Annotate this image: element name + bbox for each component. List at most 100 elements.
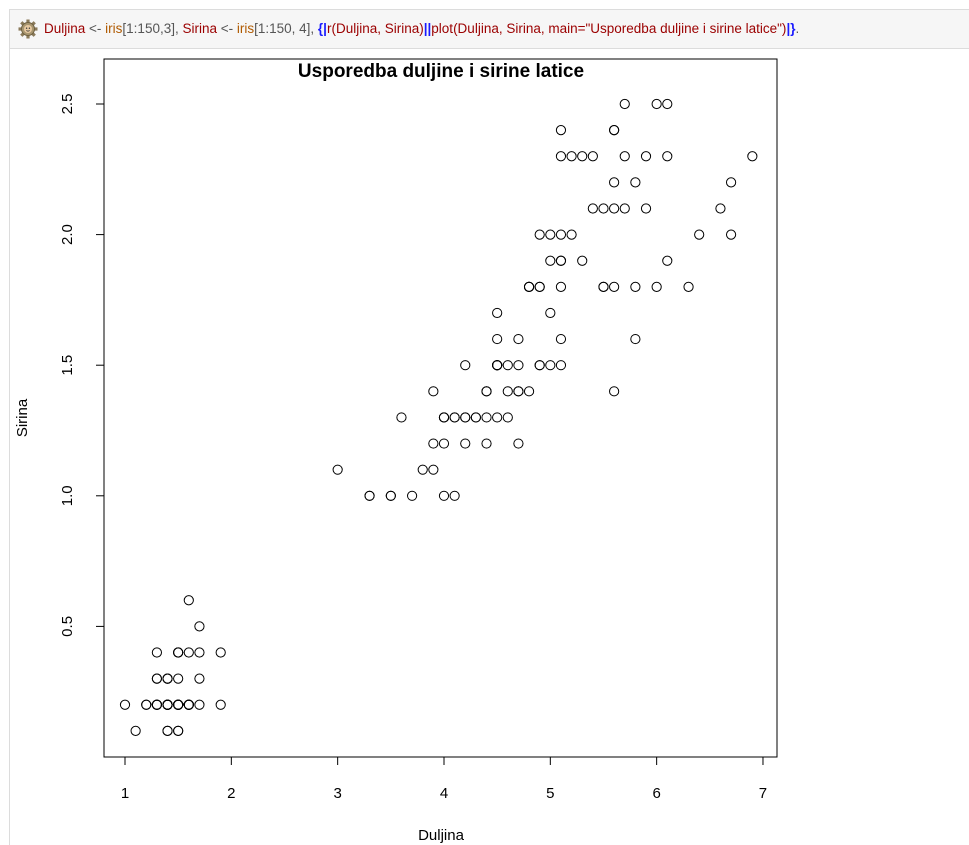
code-token: |} [786, 21, 796, 36]
data-point [151, 673, 162, 684]
data-points [119, 98, 758, 736]
data-point [619, 98, 630, 110]
data-point [683, 281, 694, 292]
y-tick-label: 1.5 [59, 355, 76, 376]
data-point [173, 725, 184, 736]
data-point [662, 151, 673, 162]
code-token: <- [216, 21, 237, 36]
data-point [662, 255, 673, 266]
data-point [545, 255, 556, 266]
data-point [492, 412, 503, 423]
data-point [555, 125, 567, 136]
x-tick-label: 7 [759, 785, 767, 802]
data-point [545, 307, 556, 319]
data-point [162, 699, 173, 710]
data-point [630, 281, 641, 292]
y-tick-label: 1.0 [59, 485, 76, 506]
data-point [694, 229, 705, 240]
data-point [555, 281, 567, 292]
data-point [555, 333, 567, 345]
data-point [481, 438, 492, 449]
data-point [545, 360, 556, 371]
data-point [598, 203, 609, 214]
code-token: Duljina [44, 21, 86, 36]
data-point [619, 203, 630, 214]
data-point [513, 333, 524, 345]
data-point [587, 203, 598, 214]
data-point [396, 412, 407, 423]
data-point [715, 203, 726, 214]
data-point [183, 595, 194, 606]
data-point [481, 412, 492, 423]
data-point [619, 151, 630, 162]
data-point [609, 177, 620, 188]
data-point [523, 281, 535, 292]
data-point [428, 386, 439, 397]
data-point [651, 98, 662, 110]
data-point [630, 333, 641, 345]
data-point [534, 360, 545, 371]
data-point [162, 673, 173, 684]
data-point [577, 255, 588, 266]
data-point [215, 699, 226, 710]
code-token: r(Duljina, Sirina) [326, 21, 424, 36]
data-point [609, 203, 620, 214]
data-point [438, 412, 450, 423]
data-point [162, 725, 173, 736]
data-point [492, 307, 503, 319]
code-text: Duljina <- iris[1:150,3], Sirina <- iris… [44, 10, 799, 48]
data-point [470, 412, 481, 423]
y-tick-label: 2.0 [59, 224, 76, 245]
data-point [492, 333, 503, 345]
data-point [609, 125, 620, 136]
data-point [651, 281, 662, 292]
data-point [609, 281, 620, 292]
code-token: Sirina [182, 21, 217, 36]
code-token: {| [317, 21, 327, 36]
data-point [630, 177, 641, 188]
data-point [481, 386, 492, 397]
x-tick-label: 1 [121, 785, 129, 802]
data-point [747, 151, 758, 162]
y-axis-label: Sirina [14, 398, 31, 437]
data-point [194, 673, 205, 684]
data-point [449, 490, 460, 501]
data-point [194, 621, 205, 632]
x-tick-label: 4 [440, 785, 448, 802]
data-point [523, 386, 535, 397]
data-point [640, 203, 652, 214]
data-point [492, 360, 503, 371]
code-bar: Duljina <- iris[1:150,3], Sirina <- iris… [9, 9, 969, 49]
data-point [364, 490, 375, 501]
code-token: || [423, 21, 432, 36]
data-point [428, 438, 439, 449]
data-point [725, 177, 737, 188]
y-tick-label: 0.5 [59, 616, 76, 637]
data-point [725, 229, 737, 240]
data-point [194, 647, 205, 658]
x-tick-label: 5 [546, 785, 554, 802]
code-token: [1:150,3], [122, 21, 183, 36]
data-point [332, 464, 343, 475]
data-point [640, 151, 652, 162]
data-point [545, 229, 556, 240]
data-point [215, 647, 226, 658]
y-axis: 0.5 1.0 1.5 2.0 2.5 [59, 94, 105, 637]
data-point [555, 360, 567, 371]
data-point [513, 360, 524, 371]
chart-title: Usporedba duljine i sirine latice [298, 61, 584, 82]
data-point [534, 229, 545, 240]
data-point [555, 229, 567, 240]
code-token: plot(Duljina, Sirina, main="Usporedba du… [431, 21, 787, 36]
code-token: <- [85, 21, 106, 36]
data-point [194, 699, 205, 710]
data-point [502, 412, 513, 423]
data-point [151, 647, 162, 658]
data-point [460, 438, 471, 449]
data-point [502, 386, 513, 397]
data-point [130, 725, 141, 736]
data-point [577, 151, 588, 162]
x-axis-label: Duljina [418, 827, 465, 844]
data-point [598, 281, 609, 292]
